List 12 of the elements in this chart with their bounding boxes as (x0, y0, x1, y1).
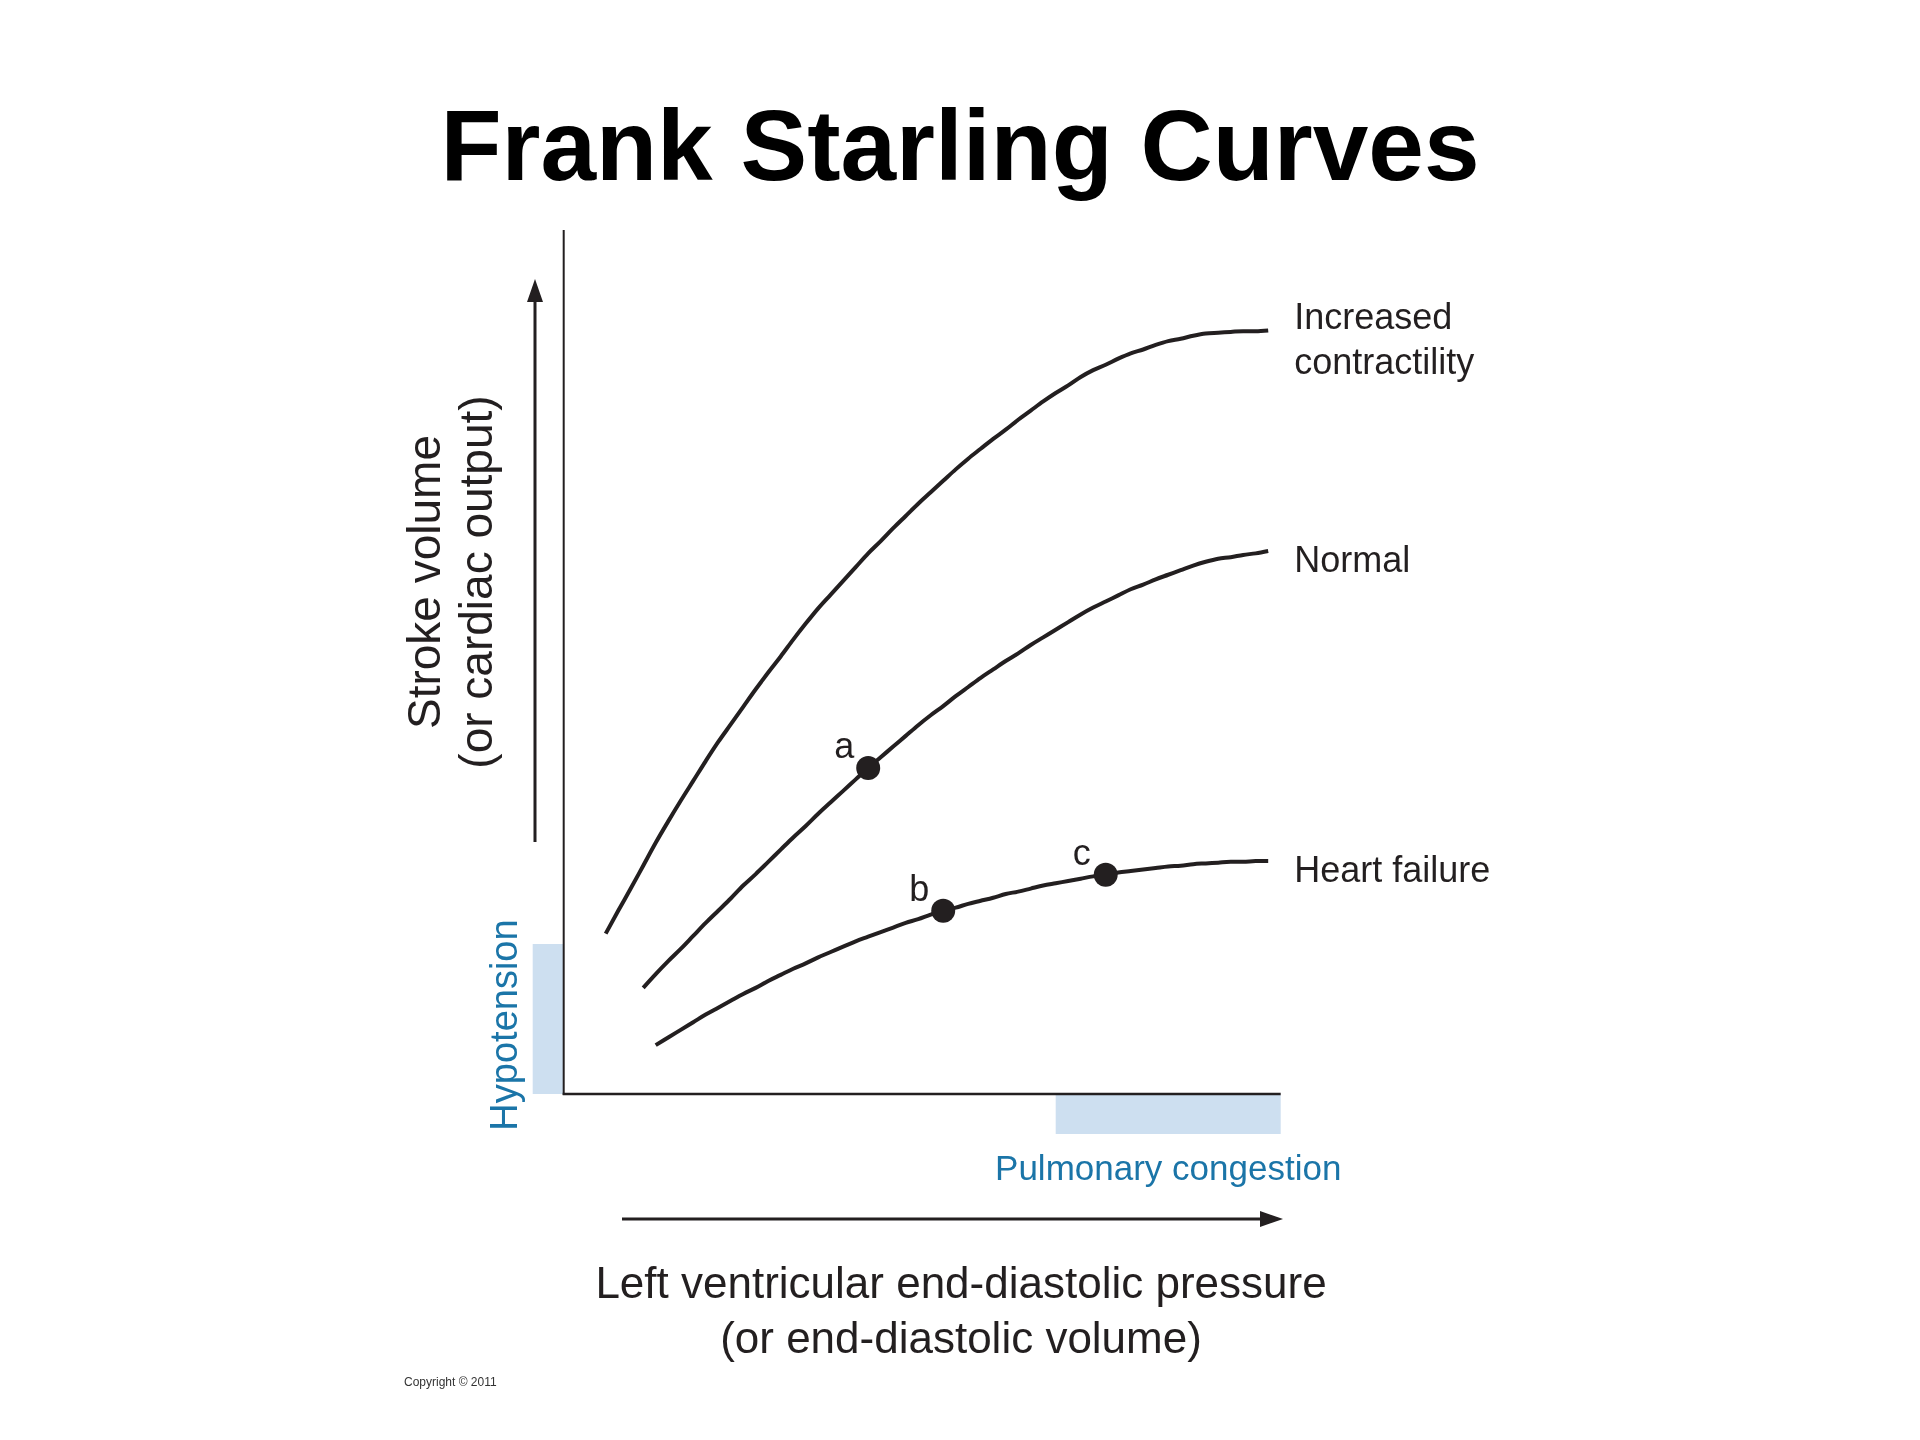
annotation: c (1072, 832, 1091, 874)
series-label: Increased contractility (1294, 295, 1475, 382)
chart-title: Frank Starling Curves (440, 89, 1480, 201)
y-axis-title: Stroke volume (or cardiac output) (398, 395, 502, 769)
annotation: b (909, 868, 930, 910)
series-label: Heart failure (1294, 849, 1491, 891)
series-label: Normal (1294, 539, 1411, 581)
annotation: a (834, 725, 856, 767)
x-axis-title: Left ventricular end-diastolic pressure (or end-diastolic volume) (595, 1258, 1327, 1362)
text: Hypotension (482, 919, 525, 1131)
text: Copyright © 2011 (404, 1375, 497, 1389)
text: Pulmonary congestion (995, 1148, 1342, 1187)
